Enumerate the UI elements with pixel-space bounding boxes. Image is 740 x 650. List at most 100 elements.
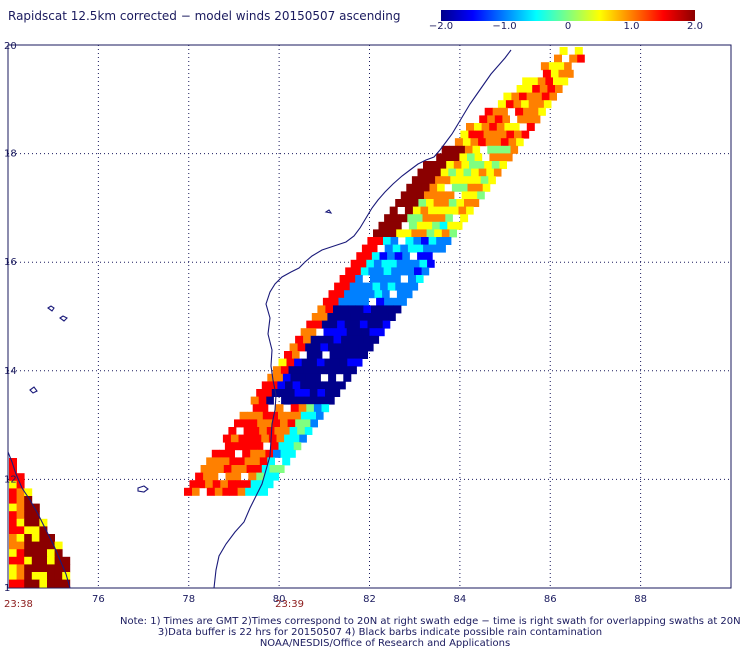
wind-difference-cell <box>511 92 519 101</box>
wind-difference-cell <box>417 168 426 177</box>
wind-difference-cell <box>16 503 25 512</box>
wind-difference-cell <box>317 305 326 314</box>
wind-difference-cell <box>354 275 363 283</box>
wind-difference-cell <box>325 305 333 314</box>
wind-difference-cell <box>374 320 383 329</box>
wind-difference-cell <box>522 107 531 116</box>
wind-difference-cell <box>390 237 399 245</box>
wind-difference-cell <box>9 556 17 565</box>
wind-difference-cell <box>417 252 426 261</box>
wind-difference-cell <box>349 313 358 321</box>
wind-difference-cell <box>261 381 270 390</box>
wind-difference-cell <box>435 206 444 215</box>
wind-difference-cell <box>361 328 370 337</box>
wind-difference-cell <box>372 282 381 291</box>
wind-difference-cell <box>31 556 40 565</box>
colorbar-tick-label: −2.0 <box>428 21 454 32</box>
wind-difference-cell <box>497 153 505 162</box>
wind-difference-cell <box>411 259 420 268</box>
wind-difference-cell <box>464 145 473 154</box>
wind-difference-cell <box>406 214 415 223</box>
wind-difference-cell <box>371 252 380 261</box>
wind-difference-cell <box>16 488 25 497</box>
wind-difference-cell <box>376 297 385 306</box>
wind-difference-cell <box>441 229 450 238</box>
wind-difference-cell <box>484 107 493 116</box>
wind-difference-cell <box>416 221 425 230</box>
wind-difference-cell <box>477 138 486 147</box>
wind-difference-cell <box>221 457 230 466</box>
wind-difference-cell <box>301 358 310 367</box>
wind-difference-cell <box>358 290 367 299</box>
wind-difference-cell <box>255 472 264 481</box>
wind-difference-cell <box>386 252 395 261</box>
wind-difference-cell <box>474 183 483 192</box>
wind-difference-cell <box>227 449 235 458</box>
wind-difference-cell <box>461 191 470 200</box>
wind-difference-cell <box>267 457 275 466</box>
wind-difference-cell <box>278 442 287 451</box>
wind-difference-cell <box>252 487 261 496</box>
wind-difference-cell <box>363 335 372 344</box>
wind-difference-cell <box>424 252 433 261</box>
wind-difference-cell <box>451 153 460 162</box>
wind-difference-cell <box>370 305 379 314</box>
wind-difference-cell <box>450 206 459 215</box>
wind-difference-cell <box>458 206 467 215</box>
wind-difference-cell <box>375 267 384 276</box>
wind-difference-cell <box>253 434 262 443</box>
wind-difference-cell <box>487 145 496 154</box>
wind-difference-cell <box>375 237 383 245</box>
wind-difference-cell <box>206 457 215 466</box>
wind-difference-cell <box>373 229 381 238</box>
wind-difference-cell <box>269 381 278 390</box>
wind-difference-cell <box>438 161 447 169</box>
wind-difference-cell <box>350 259 359 268</box>
wind-difference-cell <box>483 161 492 169</box>
wind-difference-cell <box>378 221 387 230</box>
wind-difference-cell <box>419 176 428 185</box>
wind-difference-cell <box>236 457 245 466</box>
wind-difference-cell <box>305 404 314 413</box>
wind-difference-cell <box>420 237 429 245</box>
wind-difference-cell <box>47 549 55 558</box>
wind-difference-cell <box>47 572 55 580</box>
wind-difference-cell <box>16 564 25 573</box>
wind-difference-cell <box>411 229 419 238</box>
wind-difference-cell <box>549 92 557 101</box>
wind-difference-cell <box>195 472 204 481</box>
axis-tick-labels: 76 78 80 82 84 86 88 20 18 16 14 12 1 <box>4 41 647 605</box>
wind-difference-cell <box>235 480 244 489</box>
wind-difference-cell <box>295 366 304 375</box>
wind-difference-cell <box>486 115 495 124</box>
wind-difference-cell <box>342 313 351 321</box>
wind-difference-cell <box>9 503 17 512</box>
wind-difference-cell <box>446 191 455 200</box>
wind-difference-cell <box>333 366 342 375</box>
wind-difference-cell <box>9 465 17 474</box>
latitude-tick-label: 14 <box>4 366 17 377</box>
wind-difference-cell <box>237 487 246 496</box>
wind-difference-cell <box>330 381 339 390</box>
wind-difference-cell <box>505 100 514 109</box>
wind-difference-cell <box>338 297 347 306</box>
coastline <box>7 49 512 589</box>
wind-difference-cell <box>410 282 419 291</box>
wind-difference-cell <box>39 541 48 550</box>
wind-difference-cell <box>24 541 33 550</box>
wind-difference-cell <box>290 404 299 413</box>
wind-difference-cell <box>321 404 330 413</box>
wind-difference-cell <box>411 176 420 185</box>
wind-difference-cell <box>258 396 267 405</box>
wind-difference-cell <box>426 229 435 238</box>
wind-difference-cell <box>306 320 315 329</box>
wind-difference-cell <box>336 320 345 329</box>
wind-difference-cell <box>54 564 63 573</box>
wind-difference-cell <box>466 123 474 131</box>
wind-difference-cell <box>460 130 469 139</box>
wind-difference-cell <box>310 419 318 428</box>
wind-difference-cell <box>346 358 355 367</box>
wind-difference-cell <box>421 267 430 276</box>
wind-difference-cell <box>479 115 488 124</box>
wind-difference-cell <box>560 77 569 86</box>
